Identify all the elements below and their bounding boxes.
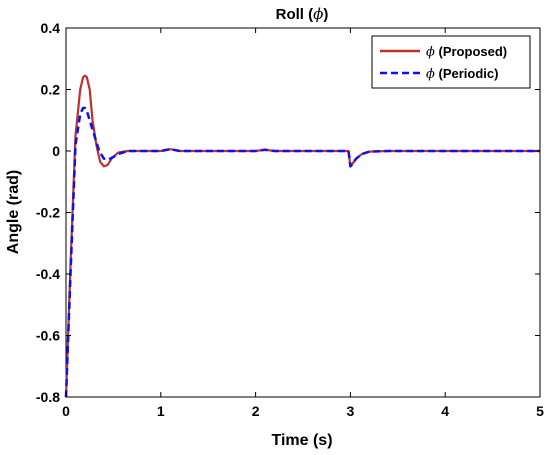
x-tick-label: 3 bbox=[347, 403, 355, 419]
x-tick-label: 0 bbox=[62, 403, 70, 419]
x-tick-label: 2 bbox=[252, 403, 260, 419]
x-tick-label: 1 bbox=[157, 403, 165, 419]
y-tick-label: 0.2 bbox=[41, 82, 61, 98]
y-tick-label: -0.4 bbox=[36, 266, 60, 282]
legend-box bbox=[371, 35, 531, 89]
y-tick-label: -0.2 bbox=[36, 205, 60, 221]
y-tick-label: -0.8 bbox=[36, 389, 60, 405]
plot-area: 0 1 2 3 4 5 -0.8 -0.6 -0.4 -0.2 0 0.2 0.4 bbox=[36, 20, 544, 419]
y-tick-label: -0.6 bbox=[36, 328, 60, 344]
chart-title: Roll (ϕ) bbox=[276, 5, 329, 23]
legend-label-periodic: ϕ (Periodic) bbox=[426, 66, 498, 82]
plot-frame bbox=[65, 27, 541, 398]
y-axis-title: Angle (rad) bbox=[5, 170, 22, 254]
series-line-periodic bbox=[64, 106, 540, 398]
x-axis-title: Time (s) bbox=[271, 432, 332, 449]
y-tick-label: 0.4 bbox=[41, 20, 61, 36]
y-tick-label: 0 bbox=[52, 143, 60, 159]
tick-layer: 0 1 2 3 4 5 -0.8 -0.6 -0.4 -0.2 0 0.2 0.4 bbox=[36, 20, 544, 419]
legend: ϕ (Proposed) ϕ (Periodic) bbox=[371, 35, 531, 89]
legend-label-proposed: ϕ (Proposed) bbox=[426, 44, 507, 60]
series-layer bbox=[64, 74, 540, 398]
x-tick-label: 4 bbox=[441, 403, 449, 419]
x-tick-label: 5 bbox=[536, 403, 544, 419]
